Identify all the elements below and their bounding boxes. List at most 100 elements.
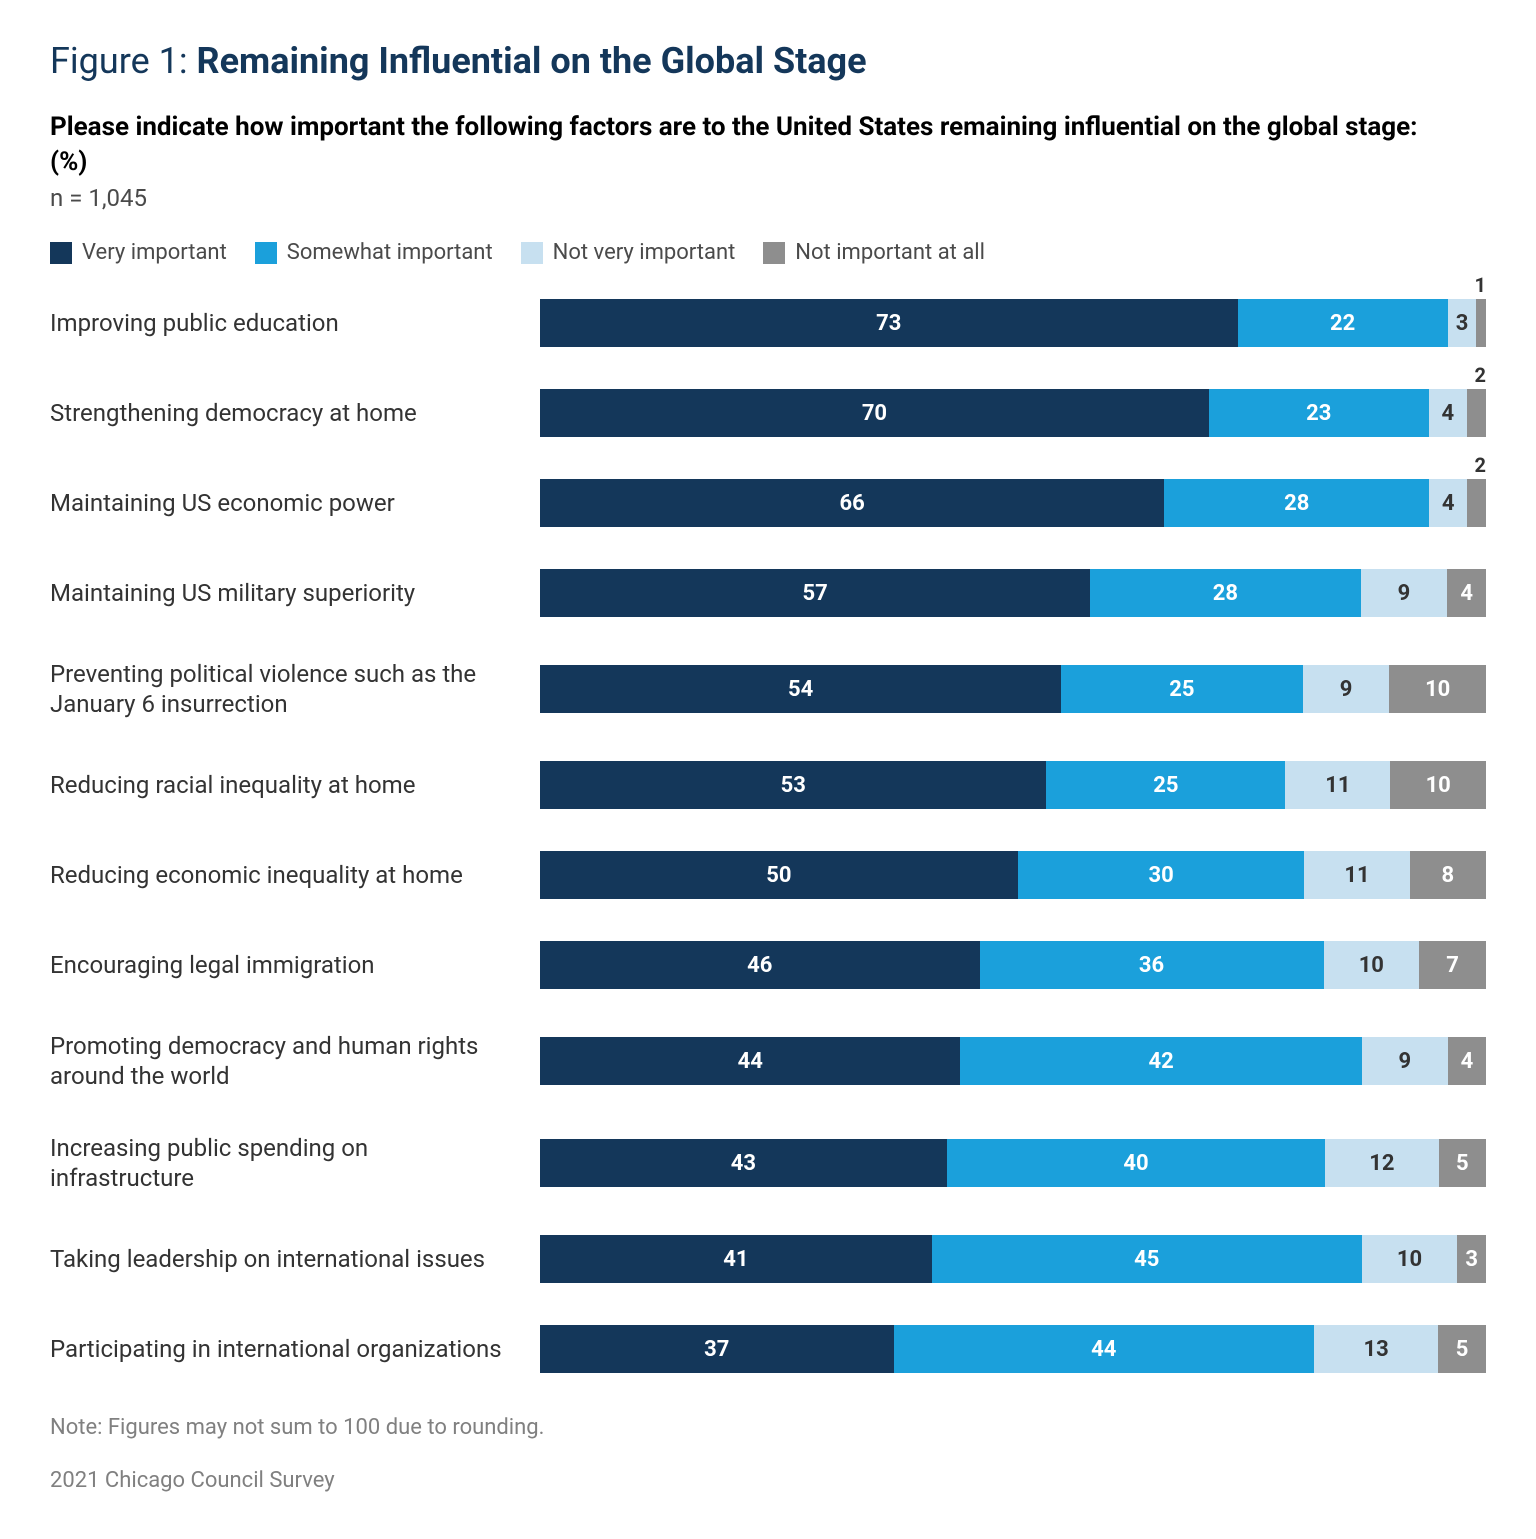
row-label: Increasing public spending on infrastruc… [50, 1133, 540, 1193]
survey-question: Please indicate how important the follow… [50, 110, 1450, 180]
bar-segment: 53 [540, 761, 1046, 809]
figure-title-text: Remaining Influential on the Global Stag… [197, 40, 867, 82]
bar-segment: 12 [1325, 1139, 1439, 1187]
legend-swatch [50, 242, 72, 264]
bar-segment: 70 [540, 389, 1209, 437]
bar-segment: 22 [1238, 299, 1448, 347]
bar-segment: 46 [540, 941, 980, 989]
bar-segment: 4 [1448, 1037, 1486, 1085]
bar-segment: 23 [1209, 389, 1429, 437]
row-label: Promoting democracy and human rights aro… [50, 1031, 540, 1091]
bar-segment: 9 [1362, 1037, 1448, 1085]
legend-item: Not important at all [763, 240, 985, 265]
bar-segment: 45 [932, 1235, 1362, 1283]
bar-segment: 43 [540, 1139, 947, 1187]
bar-segment: 28 [1164, 479, 1429, 527]
legend-label: Not very important [553, 240, 736, 265]
bar-segment: 5 [1438, 1325, 1486, 1373]
row-label: Encouraging legal immigration [50, 950, 540, 980]
row-label: Maintaining US military superiority [50, 578, 540, 608]
bar-segment [1467, 479, 1486, 527]
legend: Very important Somewhat important Not very… [50, 240, 1486, 265]
chart-row: Reducing racial inequality at home532511… [50, 761, 1486, 809]
row-label: Maintaining US economic power [50, 488, 540, 518]
bar-segment: 3 [1448, 299, 1477, 347]
bar-overflow-label: 2 [1475, 453, 1486, 479]
bar-segment: 50 [540, 851, 1018, 899]
legend-item: Somewhat important [255, 240, 493, 265]
bar-segment: 10 [1389, 665, 1486, 713]
legend-item: Not very important [521, 240, 736, 265]
chart-row: Increasing public spending on infrastruc… [50, 1133, 1486, 1193]
chart-row: Encouraging legal immigration4636107 [50, 941, 1486, 989]
bar-segment: 42 [960, 1037, 1361, 1085]
legend-label: Somewhat important [287, 240, 493, 265]
chart-row: Participating in international organizat… [50, 1325, 1486, 1373]
chart-row: Preventing political violence such as th… [50, 659, 1486, 719]
chart-row: Maintaining US economic power266284 [50, 479, 1486, 527]
bar: 53251110 [540, 761, 1486, 809]
bar: 66284 [540, 479, 1486, 527]
bar-wrap: 3744135 [540, 1325, 1486, 1373]
bar: 5030118 [540, 851, 1486, 899]
stacked-bar-chart: Improving public education173223 Strength… [50, 299, 1486, 1373]
bar-overflow-label: 1 [1475, 273, 1486, 299]
legend-swatch [255, 242, 277, 264]
legend-swatch [763, 242, 785, 264]
chart-row: Reducing economic inequality at home5030… [50, 851, 1486, 899]
bar-wrap: 4636107 [540, 941, 1486, 989]
legend-label: Not important at all [795, 240, 985, 265]
bar-wrap: 266284 [540, 479, 1486, 527]
bar-segment: 25 [1061, 665, 1302, 713]
bar-wrap: 4145103 [540, 1235, 1486, 1283]
bar-segment: 57 [540, 569, 1090, 617]
bar-segment: 44 [540, 1037, 960, 1085]
bar-segment: 9 [1303, 665, 1390, 713]
figure-number: Figure 1: [50, 40, 188, 82]
bar-segment: 66 [540, 479, 1164, 527]
bar: 73223 [540, 299, 1486, 347]
legend-label: Very important [82, 240, 227, 265]
bar-segment: 10 [1324, 941, 1420, 989]
bar: 4145103 [540, 1235, 1486, 1283]
bar-segment: 9 [1361, 569, 1448, 617]
bar-segment: 11 [1304, 851, 1409, 899]
footnote: Note: Figures may not sum to 100 due to … [50, 1415, 1486, 1440]
bar-segment: 7 [1419, 941, 1486, 989]
bar-wrap: 173223 [540, 299, 1486, 347]
bar-segment: 73 [540, 299, 1238, 347]
legend-item: Very important [50, 240, 227, 265]
bar-wrap: 5425910 [540, 665, 1486, 713]
bar-segment: 25 [1046, 761, 1285, 809]
legend-swatch [521, 242, 543, 264]
row-label: Strengthening democracy at home [50, 398, 540, 428]
row-label: Reducing racial inequality at home [50, 770, 540, 800]
bar: 3744135 [540, 1325, 1486, 1373]
bar-segment: 8 [1410, 851, 1486, 899]
figure-title: Figure 1: Remaining Influential on the G… [50, 40, 1486, 82]
bar: 4636107 [540, 941, 1486, 989]
bar-wrap: 5030118 [540, 851, 1486, 899]
bar-wrap: 270234 [540, 389, 1486, 437]
bar-wrap: 53251110 [540, 761, 1486, 809]
row-label: Improving public education [50, 308, 540, 338]
sample-size: n = 1,045 [50, 184, 1486, 212]
bar-segment [1476, 299, 1486, 347]
bar: 4340125 [540, 1139, 1486, 1187]
chart-row: Promoting democracy and human rights aro… [50, 1031, 1486, 1091]
bar-segment: 13 [1314, 1325, 1438, 1373]
bar-segment: 30 [1018, 851, 1305, 899]
bar-overflow-label: 2 [1475, 363, 1486, 389]
bar: 572894 [540, 569, 1486, 617]
bar: 5425910 [540, 665, 1486, 713]
bar-segment: 4 [1429, 389, 1467, 437]
chart-row: Maintaining US military superiority57289… [50, 569, 1486, 617]
row-label: Preventing political violence such as th… [50, 659, 540, 719]
row-label: Taking leadership on international issue… [50, 1244, 540, 1274]
bar-segment: 37 [540, 1325, 894, 1373]
chart-row: Strengthening democracy at home270234 [50, 389, 1486, 437]
bar-segment: 10 [1390, 761, 1486, 809]
bar-segment [1467, 389, 1486, 437]
bar-segment: 44 [894, 1325, 1314, 1373]
bar-segment: 41 [540, 1235, 932, 1283]
